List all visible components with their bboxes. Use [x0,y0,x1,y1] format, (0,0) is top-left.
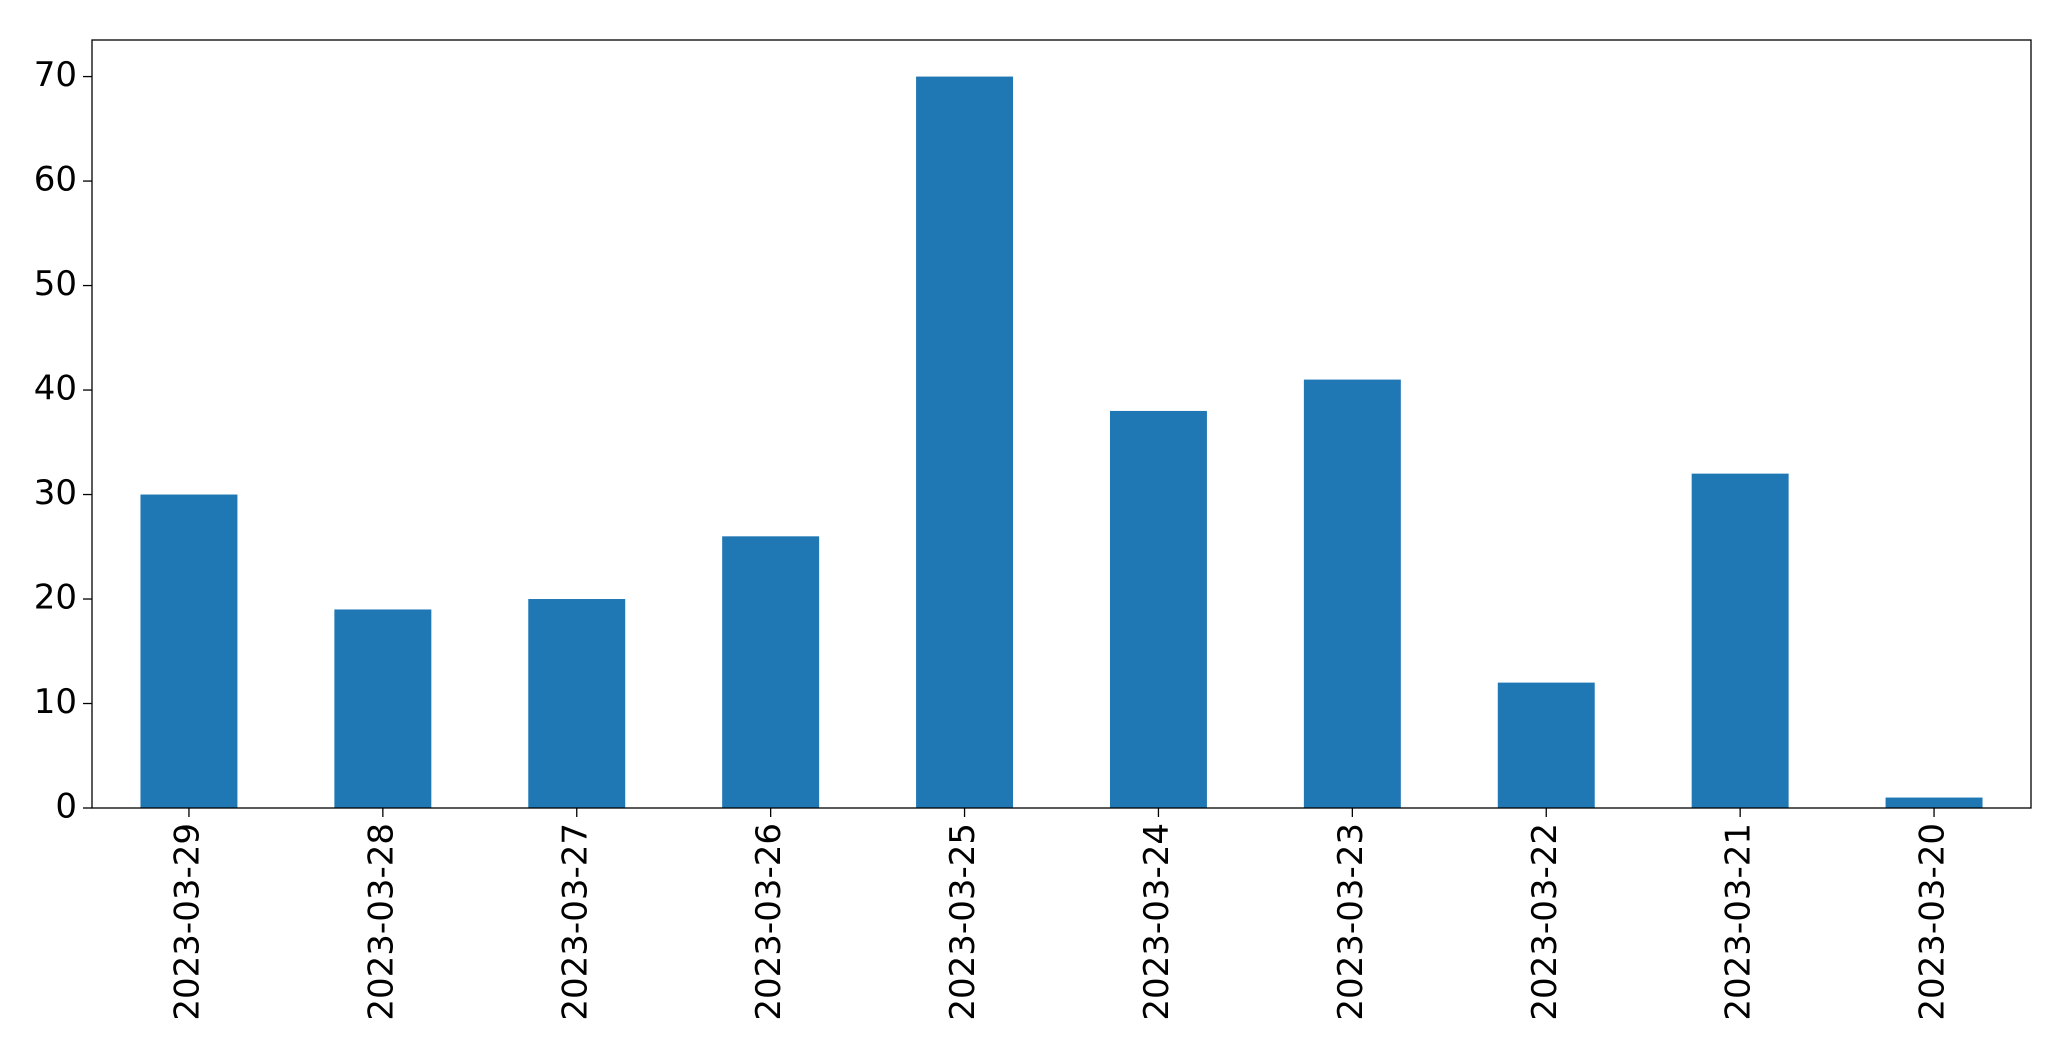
x-tick-label: 2023-03-26 [749,823,789,1021]
bar [528,599,626,808]
plot-frame [91,39,2032,809]
bar [1303,379,1401,808]
y-tick-label: 50 [34,264,77,304]
bar [722,536,820,808]
x-tick-label: 2023-03-22 [1525,823,1565,1021]
x-tick-label: 2023-03-23 [1331,823,1371,1021]
x-tick-label: 2023-03-20 [1913,823,1953,1021]
x-tick-label: 2023-03-28 [361,823,401,1021]
y-tick-label: 40 [34,369,77,409]
bar [1885,797,1983,808]
x-tick-label: 2023-03-29 [167,823,207,1021]
y-tick-label: 0 [55,787,77,827]
bar [334,609,432,808]
x-tick-label: 2023-03-25 [943,823,983,1021]
bar [140,494,238,808]
y-tick-label: 10 [34,682,77,722]
y-tick-label: 20 [34,578,77,618]
y-tick-label: 70 [34,55,77,95]
bar [1691,473,1789,808]
bar [1497,682,1595,808]
bar [1109,410,1207,808]
y-tick-label: 60 [34,160,77,200]
x-tick-label: 2023-03-24 [1137,823,1177,1021]
y-tick-label: 30 [34,473,77,513]
bar [916,76,1014,809]
x-tick-label: 2023-03-21 [1719,823,1759,1021]
x-tick-label: 2023-03-27 [555,823,595,1021]
